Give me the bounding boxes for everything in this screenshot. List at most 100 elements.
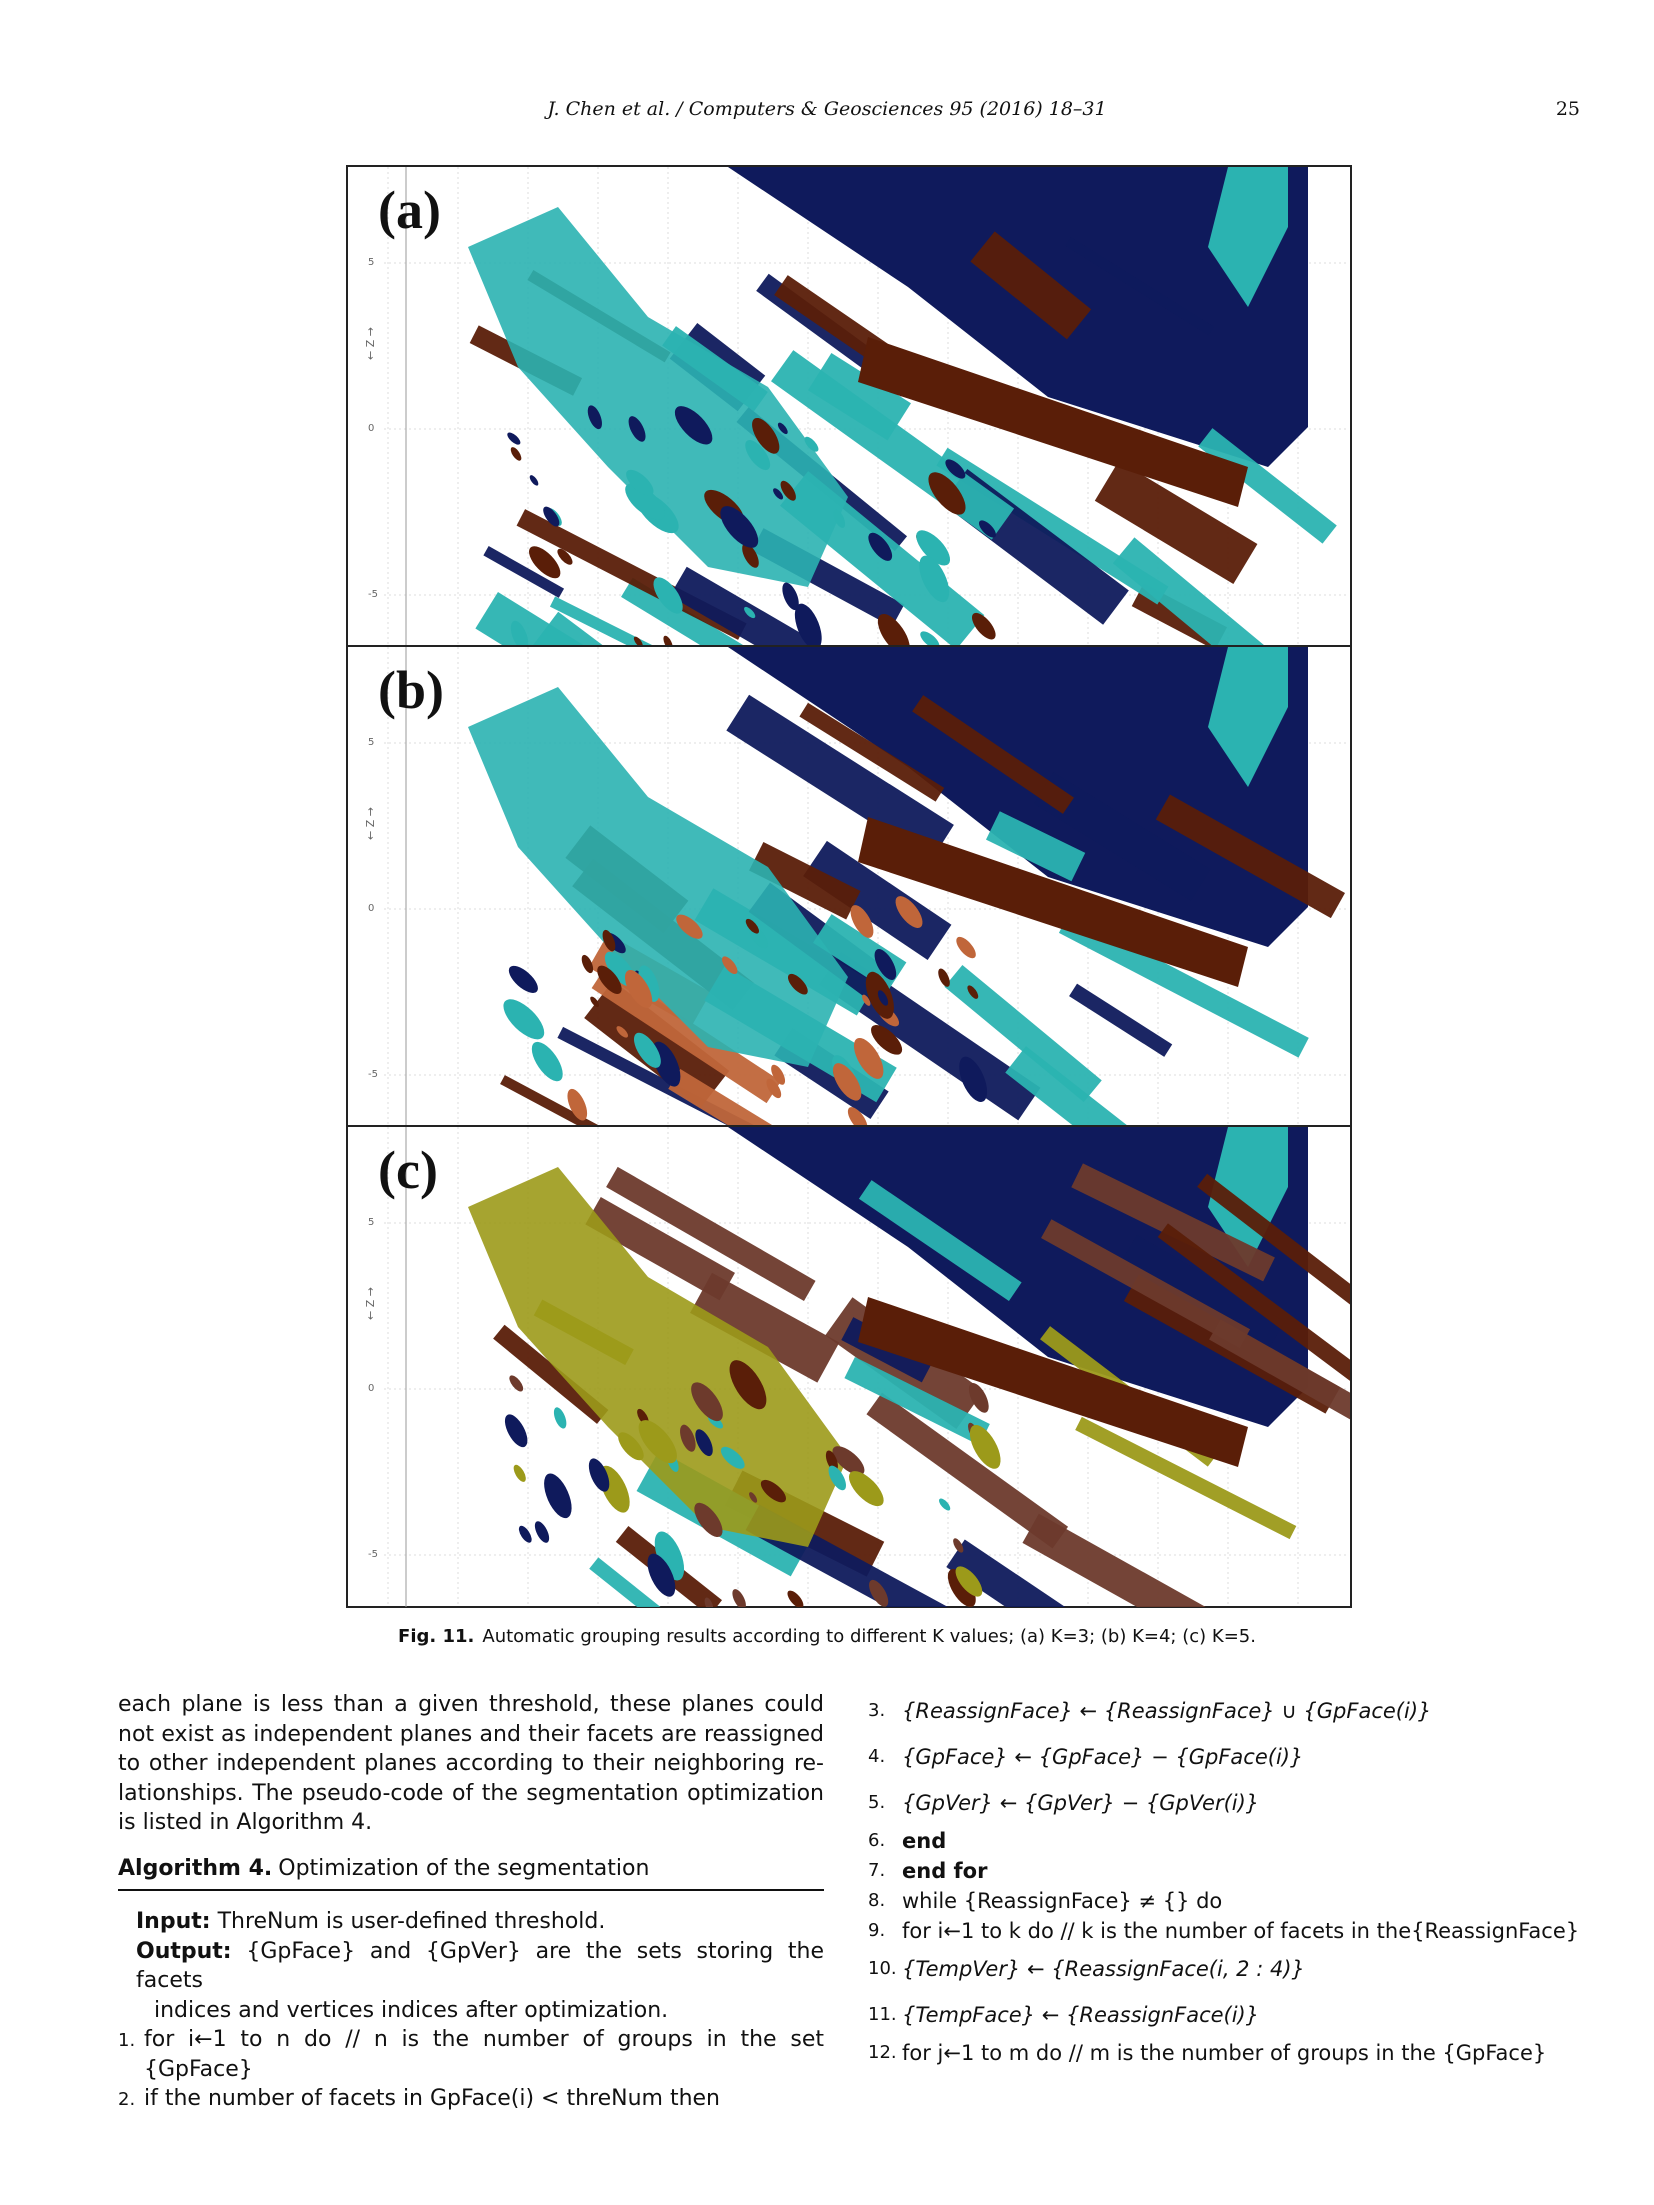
surface-fragment <box>947 1569 976 1607</box>
surface-fragment <box>919 555 950 603</box>
surface-fragment <box>510 620 529 645</box>
surface-patch <box>585 1197 735 1301</box>
surface-patch <box>493 1324 609 1424</box>
surface-fragment <box>638 1420 677 1464</box>
line-text-9: for i←1 to k do // k is the number of fa… <box>902 1919 1580 1943</box>
surface-fragment <box>633 1032 661 1068</box>
surface-patch <box>1041 1219 1251 1348</box>
line-text-6: end <box>902 1829 947 1853</box>
surface-fragment <box>869 1579 889 1607</box>
surface-fragment <box>916 530 951 566</box>
surface-fragment <box>742 543 759 568</box>
surface-fragment <box>557 548 573 565</box>
surface-patch <box>669 566 822 645</box>
panel-label-c: (c) <box>378 1140 438 1200</box>
surface-fragment <box>674 406 713 445</box>
surface-fragment <box>939 1498 951 1511</box>
panel-label-a: (a) <box>378 180 441 240</box>
surface-fragment <box>626 469 654 496</box>
line-number-5: 5. <box>868 1792 886 1813</box>
surface-fragment <box>518 1525 532 1543</box>
surface-patch <box>549 596 653 645</box>
algorithm-line-7: 7. end for <box>868 1856 1582 1886</box>
surface-patch <box>533 611 603 645</box>
panel-c-axis-label: ← Z → <box>363 1287 377 1320</box>
panel-b-tick-5: 5 <box>368 737 375 748</box>
panel-a-tick-5: 5 <box>368 257 375 268</box>
algorithm-line-5: 5. {GpVer} ← {GpVer} − {GpVer(i)} <box>868 1780 1582 1826</box>
panel-b-tick-neg5: -5 <box>368 1069 378 1080</box>
line-number-1: 1. <box>118 2030 136 2051</box>
surface-fragment <box>507 432 521 445</box>
line-number-7: 7. <box>868 1860 886 1881</box>
surface-fragment <box>804 436 819 452</box>
surface-fragment <box>766 1078 782 1099</box>
surface-fragment <box>787 1590 804 1607</box>
surface-fragment <box>704 1597 714 1607</box>
figure-11: (a) ← Z → 5 0 -5 (b) ← Z → 5 0 -5 (c) ← … <box>346 165 1352 1608</box>
surface-patch <box>468 1167 848 1547</box>
panel-c-tick-5: 5 <box>368 1217 375 1228</box>
surface-fragment <box>653 577 683 614</box>
surface-patch <box>1198 428 1337 544</box>
surface-fragment <box>652 1041 681 1087</box>
surface-fragment <box>509 1375 524 1392</box>
line-text-2: if the number of facets in GpFace(i) < t… <box>144 2086 720 2111</box>
surface-patch <box>944 964 1102 1103</box>
surface-patch <box>1155 794 1346 919</box>
surface-patch <box>799 702 945 802</box>
surface-patch <box>468 687 848 1067</box>
surface-fragment <box>590 996 599 1008</box>
surface-fragment <box>633 636 643 645</box>
algorithm-line-12: 12. for j←1 to m do // m is the number of… <box>868 2038 1582 2068</box>
running-head: J. Chen et al. / Computers & Geosciences… <box>547 98 1107 120</box>
algorithm-output: Output: {GpFace} and {GpVer} are the set… <box>118 1937 824 1996</box>
surface-patch <box>985 811 1086 882</box>
surface-fragment <box>850 905 874 938</box>
surface-patch <box>589 1557 661 1607</box>
surface-fragment <box>553 1407 567 1429</box>
surface-fragment <box>945 459 966 479</box>
surface-patch <box>483 546 565 598</box>
panel-a-axis-label: ← Z → <box>363 327 377 360</box>
surface-fragment <box>528 546 561 579</box>
surface-fragment <box>720 1446 745 1469</box>
surface-fragment <box>877 990 889 1006</box>
surface-fragment <box>513 1464 526 1482</box>
surface-fragment <box>543 506 560 527</box>
line-text-8: while {ReassignFace} ≠ {} do <box>902 1889 1223 1913</box>
surface-fragment <box>508 965 538 993</box>
surface-fragment <box>663 635 673 645</box>
surface-fragment <box>720 506 759 548</box>
surface-fragment <box>695 1429 713 1457</box>
surface-fragment <box>794 603 822 645</box>
panel-a-image <box>384 167 1348 645</box>
panel-b-image <box>384 647 1348 1125</box>
algorithm-body: Input: ThreNum is user-defined threshold… <box>118 1891 824 2114</box>
surface-fragment <box>618 1432 644 1461</box>
line-number-4: 4. <box>868 1746 886 1767</box>
surface-fragment <box>721 956 738 975</box>
line-number-12: 12. <box>868 2042 897 2063</box>
surface-fragment <box>732 1589 746 1607</box>
surface-patch <box>690 1272 840 1383</box>
line-number-3: 3. <box>868 1700 886 1721</box>
surface-fragment <box>968 1383 989 1413</box>
surface-patch <box>1005 1046 1127 1125</box>
surface-fragment <box>895 896 923 929</box>
figure-caption: Fig. 11. Automatic grouping results accor… <box>0 1626 1654 1647</box>
surface-fragment <box>874 949 897 980</box>
surface-fragment <box>871 1024 903 1055</box>
panel-b-axis-label: ← Z → <box>363 807 377 840</box>
panel-c-tick-neg5: -5 <box>368 1549 378 1560</box>
surface-patch <box>1071 1163 1275 1282</box>
figure-panel-a: (a) ← Z → 5 0 -5 <box>348 167 1350 647</box>
surface-patch <box>606 1166 816 1301</box>
page-number: 25 <box>1555 98 1580 120</box>
surface-fragment <box>828 1465 846 1491</box>
surface-fragment <box>588 1458 610 1492</box>
surface-fragment <box>510 447 522 461</box>
surface-fragment <box>862 994 871 1006</box>
surface-fragment <box>534 1521 550 1543</box>
surface-fragment <box>752 417 780 454</box>
